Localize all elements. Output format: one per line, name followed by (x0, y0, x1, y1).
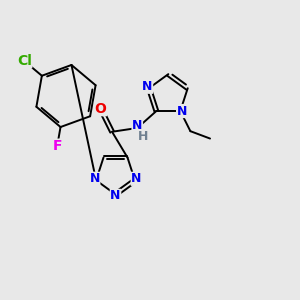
Text: H: H (138, 130, 148, 143)
Text: F: F (52, 139, 62, 153)
Text: Cl: Cl (17, 54, 32, 68)
Text: N: N (142, 80, 153, 93)
Text: N: N (110, 189, 121, 203)
Text: N: N (89, 172, 100, 185)
Text: N: N (132, 119, 142, 132)
Text: N: N (177, 104, 187, 118)
Text: O: O (94, 102, 106, 116)
Text: N: N (131, 172, 142, 185)
